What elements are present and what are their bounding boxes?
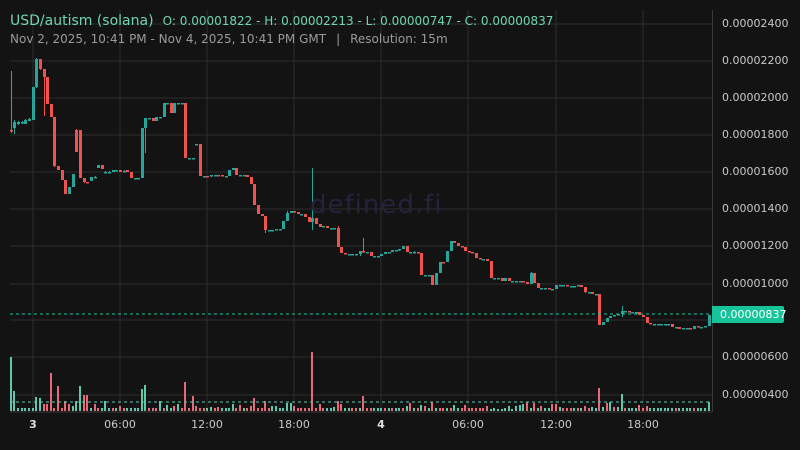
chart-grid — [10, 10, 712, 412]
price-tick-label: 0.00000400 — [722, 388, 789, 401]
price-tick-label: 0.00001000 — [722, 277, 789, 290]
time-tick-label: 06:00 — [452, 418, 484, 431]
volume-bars — [10, 352, 710, 411]
price-tick-label: 0.00002200 — [722, 54, 789, 67]
price-candles — [10, 58, 711, 330]
time-tick-label: 3 — [29, 418, 37, 431]
time-tick-label: 18:00 — [278, 418, 310, 431]
price-tick-label: 0.00000600 — [722, 350, 789, 363]
chart-header: USD/autism (solana) O: 0.00001822 - H: 0… — [10, 10, 553, 29]
watermark: defined.fi — [310, 190, 443, 220]
time-tick-label: 06:00 — [104, 418, 136, 431]
price-tick-label: 0.00001200 — [722, 239, 789, 252]
time-tick-label: 12:00 — [540, 418, 572, 431]
ohlc-values: O: 0.00001822 - H: 0.00002213 - L: 0.000… — [162, 14, 554, 28]
price-tick-label: 0.00002400 — [722, 17, 789, 30]
last-price-tag: 0.00000837 — [712, 306, 786, 323]
resolution-label[interactable]: Resolution: 15m — [350, 32, 448, 46]
time-tick-label: 12:00 — [191, 418, 223, 431]
price-tick-label: 0.00001600 — [722, 165, 789, 178]
symbol-title: USD/autism (solana) — [10, 13, 154, 29]
chart-subheader: Nov 2, 2025, 10:41 PM - Nov 4, 2025, 10:… — [10, 32, 448, 46]
date-range: Nov 2, 2025, 10:41 PM - Nov 4, 2025, 10:… — [10, 32, 327, 46]
time-tick-label: 18:00 — [627, 418, 659, 431]
price-tick-label: 0.00002000 — [722, 91, 789, 104]
separator: | — [336, 32, 341, 46]
price-tick-label: 0.00001400 — [722, 202, 789, 215]
time-tick-label: 4 — [377, 418, 385, 431]
price-tick-label: 0.00001800 — [722, 128, 789, 141]
